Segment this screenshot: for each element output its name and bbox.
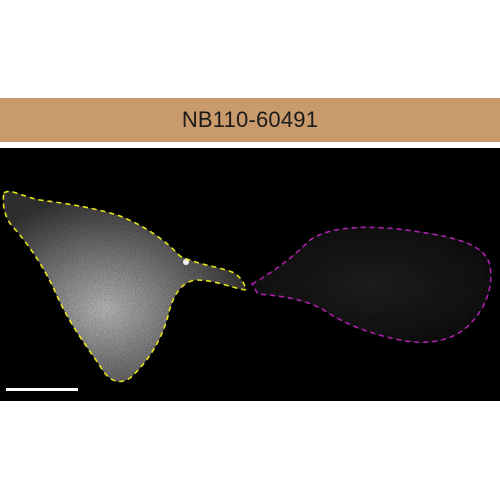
right-cell-outline [250, 226, 492, 344]
micrograph-svg [2, 190, 492, 383]
bright-speck [183, 259, 189, 265]
scale-bar [6, 388, 78, 391]
right-cell-signal [252, 227, 491, 343]
antibody-label-bar: NB110-60491 [0, 98, 500, 142]
left-cell-signal [3, 191, 246, 382]
antibody-label: NB110-60491 [181, 107, 319, 132]
fluorescence-micrograph [0, 148, 500, 401]
left-cell-outline [2, 190, 248, 383]
